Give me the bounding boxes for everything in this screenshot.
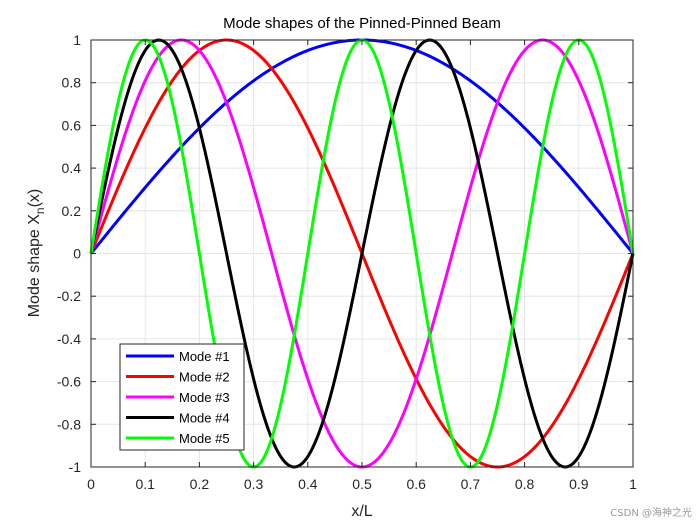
y-tick-label: 1 — [73, 32, 81, 48]
y-tick-label: -0.4 — [57, 331, 81, 347]
watermark: CSDN @海神之光 — [610, 508, 692, 519]
x-tick-label: 0.5 — [352, 476, 372, 492]
legend: Mode #1 Mode #2 Mode #3 Mode #4 Mode #5 — [119, 343, 245, 451]
x-tick-label: 0.7 — [461, 476, 481, 492]
series-line-mode-4 — [89, 38, 635, 469]
x-tick-label: 0.6 — [406, 476, 426, 492]
y-axis-label: Mode shape Xn(x) — [26, 189, 47, 318]
y-tick-label: 0 — [73, 246, 81, 262]
x-tick-label: 0 — [87, 476, 95, 492]
x-tick-label: 1 — [629, 476, 637, 492]
legend-label-mode-5: Mode #5 — [179, 431, 230, 446]
ticks — [90, 39, 634, 468]
x-tick-label: 0.9 — [569, 476, 589, 492]
y-tick-label: 0.2 — [62, 203, 82, 219]
y-tick-label: -1 — [69, 459, 82, 475]
y-tick-label: 0.6 — [62, 117, 82, 133]
x-tick-label: 0.8 — [515, 476, 535, 492]
legend-label-mode-3: Mode #3 — [179, 390, 230, 405]
x-tick-label: 0.4 — [298, 476, 318, 492]
y-tick-label: 0.8 — [62, 75, 82, 91]
x-tick-label: 0.1 — [135, 476, 155, 492]
x-tick-label: 0.2 — [190, 476, 210, 492]
y-tick-label: -0.2 — [57, 288, 81, 304]
tick-labels: 0 0.1 0.2 0.3 0.4 0.5 0.6 0.7 0.8 0.9 1 1 0.8 0.6 0.4 0… — [57, 32, 637, 492]
x-axis-label: x/L — [351, 503, 372, 520]
y-tick-label: -0.8 — [57, 416, 81, 432]
legend-label-mode-1: Mode #1 — [179, 349, 230, 364]
y-tick-label: 0.4 — [62, 160, 82, 176]
y-axis-label-subscript: n — [33, 207, 47, 214]
legend-label-mode-4: Mode #4 — [179, 411, 230, 426]
x-tick-label: 0.3 — [244, 476, 264, 492]
legend-label-mode-2: Mode #2 — [179, 370, 230, 385]
chart-title: Mode shapes of the Pinned-Pinned Beam — [223, 15, 501, 32]
y-tick-label: -0.6 — [57, 374, 81, 390]
